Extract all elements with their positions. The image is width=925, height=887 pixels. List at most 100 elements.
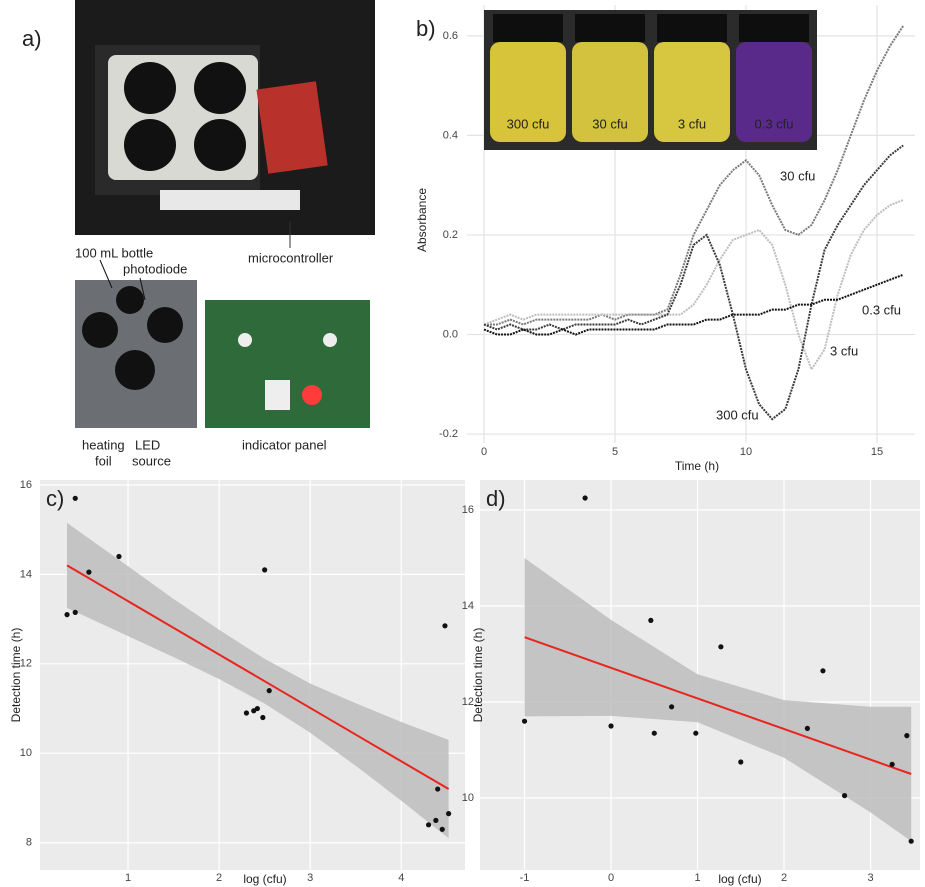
figure: a) microcontroller 100 mL bottle photodi… bbox=[0, 0, 925, 887]
bottle bbox=[116, 286, 144, 314]
point bbox=[262, 567, 267, 572]
point bbox=[669, 704, 674, 709]
point bbox=[433, 818, 438, 823]
photo-label: LED bbox=[135, 437, 160, 452]
point bbox=[426, 822, 431, 827]
point bbox=[260, 715, 265, 720]
point bbox=[442, 623, 447, 628]
led bbox=[323, 333, 337, 347]
point bbox=[435, 786, 440, 791]
point bbox=[738, 759, 743, 764]
panel-label: b) bbox=[416, 16, 436, 41]
panel-label: a) bbox=[22, 26, 42, 51]
y-tick-label: 0.4 bbox=[443, 129, 458, 141]
y-tick-label: 0.2 bbox=[443, 229, 458, 241]
bottle bbox=[194, 62, 246, 114]
x-tick-label: 5 bbox=[612, 446, 618, 458]
photo-label: foil bbox=[95, 453, 112, 468]
point bbox=[116, 554, 121, 559]
point bbox=[608, 723, 613, 728]
bottle bbox=[124, 62, 176, 114]
point bbox=[890, 762, 895, 767]
y-tick-label: 8 bbox=[26, 837, 32, 849]
x-tick-label: 15 bbox=[871, 446, 883, 458]
point bbox=[255, 706, 260, 711]
photo-label: heating bbox=[82, 437, 125, 452]
point bbox=[904, 733, 909, 738]
y-tick-label: 0.0 bbox=[443, 328, 458, 340]
series-label: 30 cfu bbox=[780, 168, 815, 183]
photo-label: photodiode bbox=[123, 261, 187, 276]
chart: 0 5 10 15 -0.2 0.0 0.2 0.4 0.6 300 cfu 30 cfu 3 cfu… bbox=[415, 5, 915, 473]
y-tick-label: 14 bbox=[462, 600, 474, 612]
x-tick-label: 0 bbox=[481, 446, 487, 458]
point bbox=[805, 726, 810, 731]
x-axis-label: Time (h) bbox=[675, 459, 719, 473]
bottle bbox=[147, 307, 183, 343]
point bbox=[73, 610, 78, 615]
photo-label: microcontroller bbox=[248, 250, 334, 265]
latch bbox=[160, 190, 300, 210]
photo-label: indicator panel bbox=[242, 437, 327, 452]
bottle bbox=[115, 350, 155, 390]
y-axis-label: Detection time (h) bbox=[9, 628, 23, 723]
board bbox=[256, 81, 327, 174]
point bbox=[522, 719, 527, 724]
point bbox=[693, 731, 698, 736]
point bbox=[64, 612, 69, 617]
y-axis-label: Absorbance bbox=[415, 188, 429, 252]
y-tick-label: 0.6 bbox=[443, 30, 458, 42]
point bbox=[820, 668, 825, 673]
panel-label: d) bbox=[486, 486, 506, 511]
x-axis-label: log (cfu) bbox=[243, 872, 286, 886]
y-tick-label: -0.2 bbox=[439, 428, 458, 440]
point bbox=[244, 710, 249, 715]
chart: -1012310121416d)log (cfu)Detection time … bbox=[462, 480, 920, 886]
photo-label: 100 mL bottle bbox=[75, 245, 153, 260]
x-tick-label: 3 bbox=[307, 872, 313, 884]
point bbox=[440, 827, 445, 832]
led bbox=[302, 385, 322, 405]
x-tick-label: 4 bbox=[398, 872, 404, 884]
y-tick-label: 10 bbox=[462, 792, 474, 804]
point bbox=[86, 570, 91, 575]
y-tick-label: 16 bbox=[20, 479, 32, 491]
x-tick-label: 2 bbox=[781, 872, 787, 884]
x-tick-label: 2 bbox=[216, 872, 222, 884]
point bbox=[718, 644, 723, 649]
point bbox=[909, 839, 914, 844]
x-tick-label: 10 bbox=[740, 446, 752, 458]
series-label: 0.3 cfu bbox=[862, 302, 901, 317]
x-tick-label: 1 bbox=[694, 872, 700, 884]
bottle bbox=[82, 312, 118, 348]
x-tick-label: -1 bbox=[520, 872, 530, 884]
inset-label: 3 cfu bbox=[678, 116, 706, 131]
series-label: 300 cfu bbox=[716, 407, 759, 422]
y-axis-label: Detection time (h) bbox=[471, 628, 485, 723]
jar-cap bbox=[739, 14, 809, 42]
inset-label: 0.3 cfu bbox=[754, 116, 793, 131]
point bbox=[652, 731, 657, 736]
inset-label: 30 cfu bbox=[592, 116, 627, 131]
jar-cap bbox=[493, 14, 563, 42]
jar-cap bbox=[657, 14, 727, 42]
y-tick-label: 10 bbox=[20, 747, 32, 759]
x-tick-label: 3 bbox=[867, 872, 873, 884]
bottle bbox=[194, 119, 246, 171]
button bbox=[265, 380, 290, 410]
panel-a-photos: a) microcontroller 100 mL bottle photodi… bbox=[22, 0, 375, 468]
point bbox=[73, 496, 78, 501]
y-tick-label: 14 bbox=[20, 568, 32, 580]
panel-label: c) bbox=[46, 486, 64, 511]
led bbox=[238, 333, 252, 347]
bottle bbox=[124, 119, 176, 171]
x-tick-label: 0 bbox=[608, 872, 614, 884]
point bbox=[582, 495, 587, 500]
point bbox=[648, 618, 653, 623]
y-tick-label: 16 bbox=[462, 504, 474, 516]
series-label: 3 cfu bbox=[830, 343, 858, 358]
point bbox=[446, 811, 451, 816]
inset-label: 300 cfu bbox=[507, 116, 550, 131]
x-tick-label: 1 bbox=[125, 872, 131, 884]
